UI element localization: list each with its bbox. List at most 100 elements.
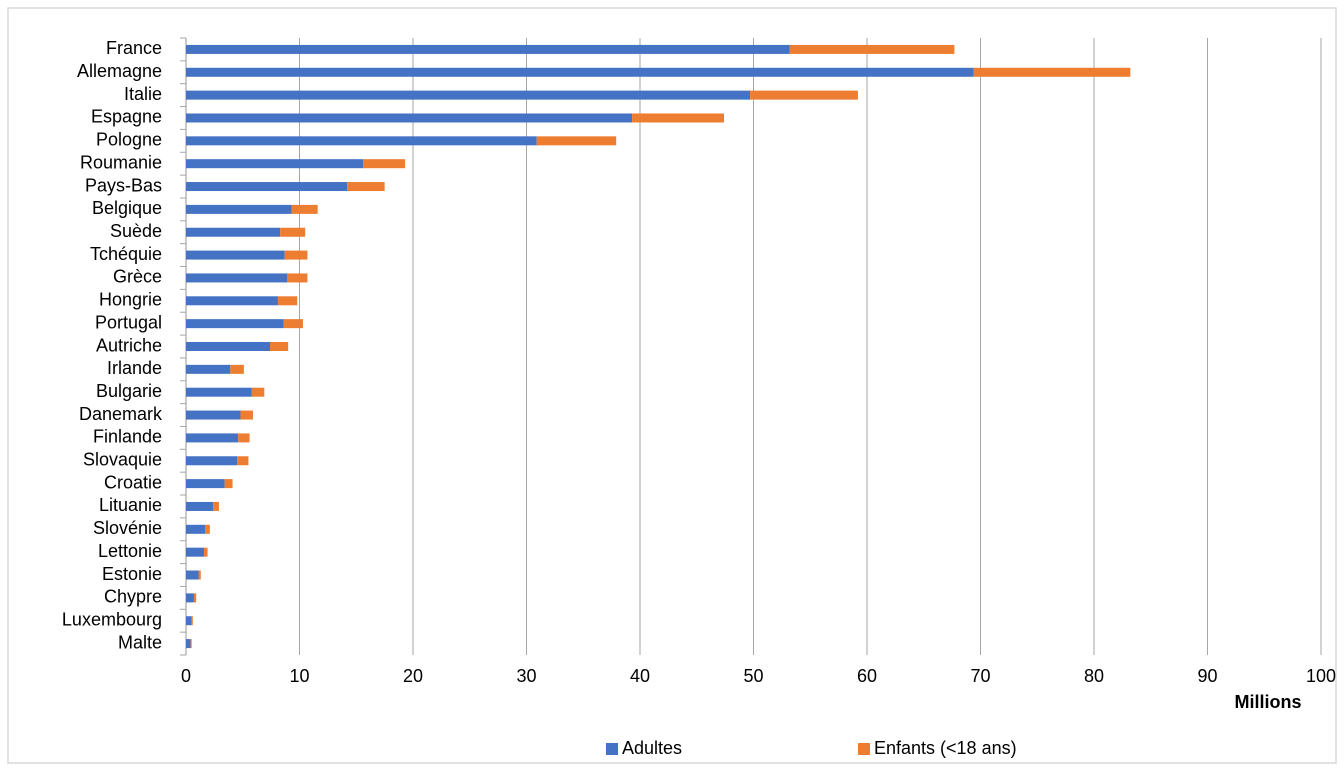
y-tick-label: Roumanie: [80, 152, 162, 172]
y-tick-label: Tchéquie: [90, 244, 162, 264]
bar-segment: [186, 570, 199, 580]
y-tick-label: Portugal: [95, 312, 162, 332]
y-tick-label: Pays-Bas: [85, 175, 162, 195]
x-tick-label: 20: [403, 666, 423, 686]
y-tick-label: Estonie: [102, 564, 162, 584]
bar-segment: [750, 90, 858, 100]
bar-segment: [186, 547, 205, 557]
legend-label: Enfants (<18 ans): [874, 738, 1017, 758]
bar-segment: [347, 182, 385, 192]
bar-segment: [186, 319, 284, 329]
legend-swatch: [858, 743, 870, 755]
bar-segment: [280, 227, 306, 237]
y-tick-label: Slovénie: [93, 518, 162, 538]
bar-segment: [632, 113, 724, 123]
bar-segment: [186, 113, 633, 123]
bar-segment: [198, 570, 201, 580]
bar-segment: [973, 67, 1131, 77]
bar-segment: [186, 90, 751, 100]
bar-segment: [186, 296, 278, 306]
bar-segment: [205, 524, 210, 534]
bar-segment: [190, 639, 192, 649]
x-tick-label: 0: [181, 666, 191, 686]
bar-segment: [186, 479, 225, 489]
bar-segment: [186, 273, 288, 283]
bar-segment: [213, 501, 219, 511]
bar-segment: [186, 136, 537, 146]
bar-segment: [251, 387, 265, 397]
bar-segment: [204, 547, 208, 557]
bar-segment: [363, 159, 406, 169]
bar-segment: [186, 456, 238, 466]
y-tick-label: Pologne: [96, 130, 162, 150]
y-tick-label: Espagne: [91, 107, 162, 127]
x-tick-label: 100: [1306, 666, 1336, 686]
y-tick-label: Lettonie: [98, 541, 162, 561]
legend-label: Adultes: [622, 738, 682, 758]
bar-segment: [186, 593, 194, 603]
x-tick-label: 50: [743, 666, 763, 686]
y-tick-label: Hongrie: [99, 290, 162, 310]
bar-segment: [191, 616, 193, 626]
bar-segment: [240, 410, 253, 420]
bar-segment: [186, 410, 241, 420]
bar-segment: [186, 501, 214, 511]
y-tick-label: Luxembourg: [62, 609, 162, 629]
bar-segment: [193, 593, 197, 603]
bar-segment: [224, 479, 233, 489]
bar-segment: [186, 639, 191, 649]
x-tick-label: 70: [970, 666, 990, 686]
y-tick-label: Belgique: [92, 198, 162, 218]
legend-swatch: [606, 743, 618, 755]
y-tick-label: Danemark: [79, 404, 163, 424]
bar-segment: [186, 387, 252, 397]
bar-segment: [186, 524, 206, 534]
bar-segment: [238, 433, 250, 443]
bar-segment: [186, 616, 192, 626]
bar-segment: [230, 364, 244, 374]
bar-segment: [186, 44, 790, 54]
bar-segment: [789, 44, 955, 54]
x-axis-label: Millions: [1235, 692, 1302, 712]
bar-segment: [186, 204, 292, 214]
y-tick-label: Slovaquie: [83, 450, 162, 470]
x-tick-label: 40: [630, 666, 650, 686]
y-tick-label: Italie: [124, 84, 162, 104]
bar-segment: [186, 67, 974, 77]
y-tick-label: Suède: [110, 221, 162, 241]
bar-segment: [291, 204, 318, 214]
x-tick-label: 10: [289, 666, 309, 686]
bar-segment: [186, 227, 281, 237]
y-tick-label: Chypre: [104, 587, 162, 607]
bar-segment: [269, 342, 289, 351]
y-tick-label: Irlande: [107, 358, 162, 378]
y-tick-label: Lituanie: [99, 495, 162, 515]
y-tick-label: Malte: [118, 632, 162, 652]
bar-segment: [186, 182, 348, 192]
bar-segment: [283, 319, 303, 329]
bar-segment: [287, 273, 308, 283]
bar-segment: [237, 456, 249, 466]
bar-segment: [186, 433, 239, 443]
bar-segment: [536, 136, 617, 146]
y-tick-label: Allemagne: [77, 61, 162, 81]
bar-segment: [277, 296, 298, 306]
y-tick-label: Autriche: [96, 335, 162, 355]
x-tick-label: 80: [1084, 666, 1104, 686]
y-tick-label: Croatie: [104, 472, 162, 492]
y-tick-label: France: [106, 38, 162, 58]
bar-segment: [186, 159, 364, 169]
bar-segment: [186, 364, 231, 374]
y-tick-label: Grèce: [113, 267, 162, 287]
chart-frame: [7, 7, 1337, 764]
x-tick-label: 90: [1197, 666, 1217, 686]
bar-segment: [186, 342, 270, 351]
y-tick-label: Finlande: [93, 427, 162, 447]
bar-segment: [284, 250, 308, 260]
x-tick-label: 60: [857, 666, 877, 686]
y-tick-label: Bulgarie: [96, 381, 162, 401]
x-tick-label: 30: [516, 666, 536, 686]
bar-segment: [186, 250, 285, 260]
